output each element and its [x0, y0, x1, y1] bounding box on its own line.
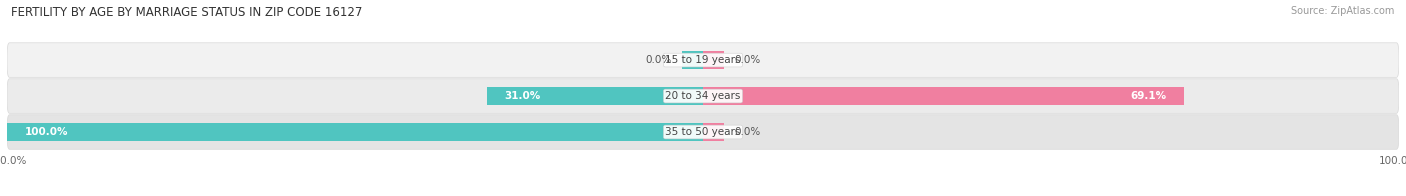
Bar — [488, 87, 703, 105]
Bar — [703, 123, 724, 141]
Text: FERTILITY BY AGE BY MARRIAGE STATUS IN ZIP CODE 16127: FERTILITY BY AGE BY MARRIAGE STATUS IN Z… — [11, 6, 363, 19]
Text: 31.0%: 31.0% — [505, 91, 541, 101]
FancyBboxPatch shape — [7, 43, 1399, 77]
FancyBboxPatch shape — [7, 79, 1399, 113]
Bar — [682, 51, 703, 69]
Text: 0.0%: 0.0% — [734, 55, 761, 65]
Text: 69.1%: 69.1% — [1130, 91, 1167, 101]
Text: 15 to 19 years: 15 to 19 years — [665, 55, 741, 65]
Text: 0.0%: 0.0% — [645, 55, 672, 65]
Text: 100.0%: 100.0% — [24, 127, 67, 137]
Bar — [7, 123, 703, 141]
Bar — [703, 51, 724, 69]
Bar — [703, 87, 1184, 105]
Text: 20 to 34 years: 20 to 34 years — [665, 91, 741, 101]
Text: 0.0%: 0.0% — [734, 127, 761, 137]
Text: Source: ZipAtlas.com: Source: ZipAtlas.com — [1291, 6, 1395, 16]
Text: 35 to 50 years: 35 to 50 years — [665, 127, 741, 137]
FancyBboxPatch shape — [7, 115, 1399, 149]
